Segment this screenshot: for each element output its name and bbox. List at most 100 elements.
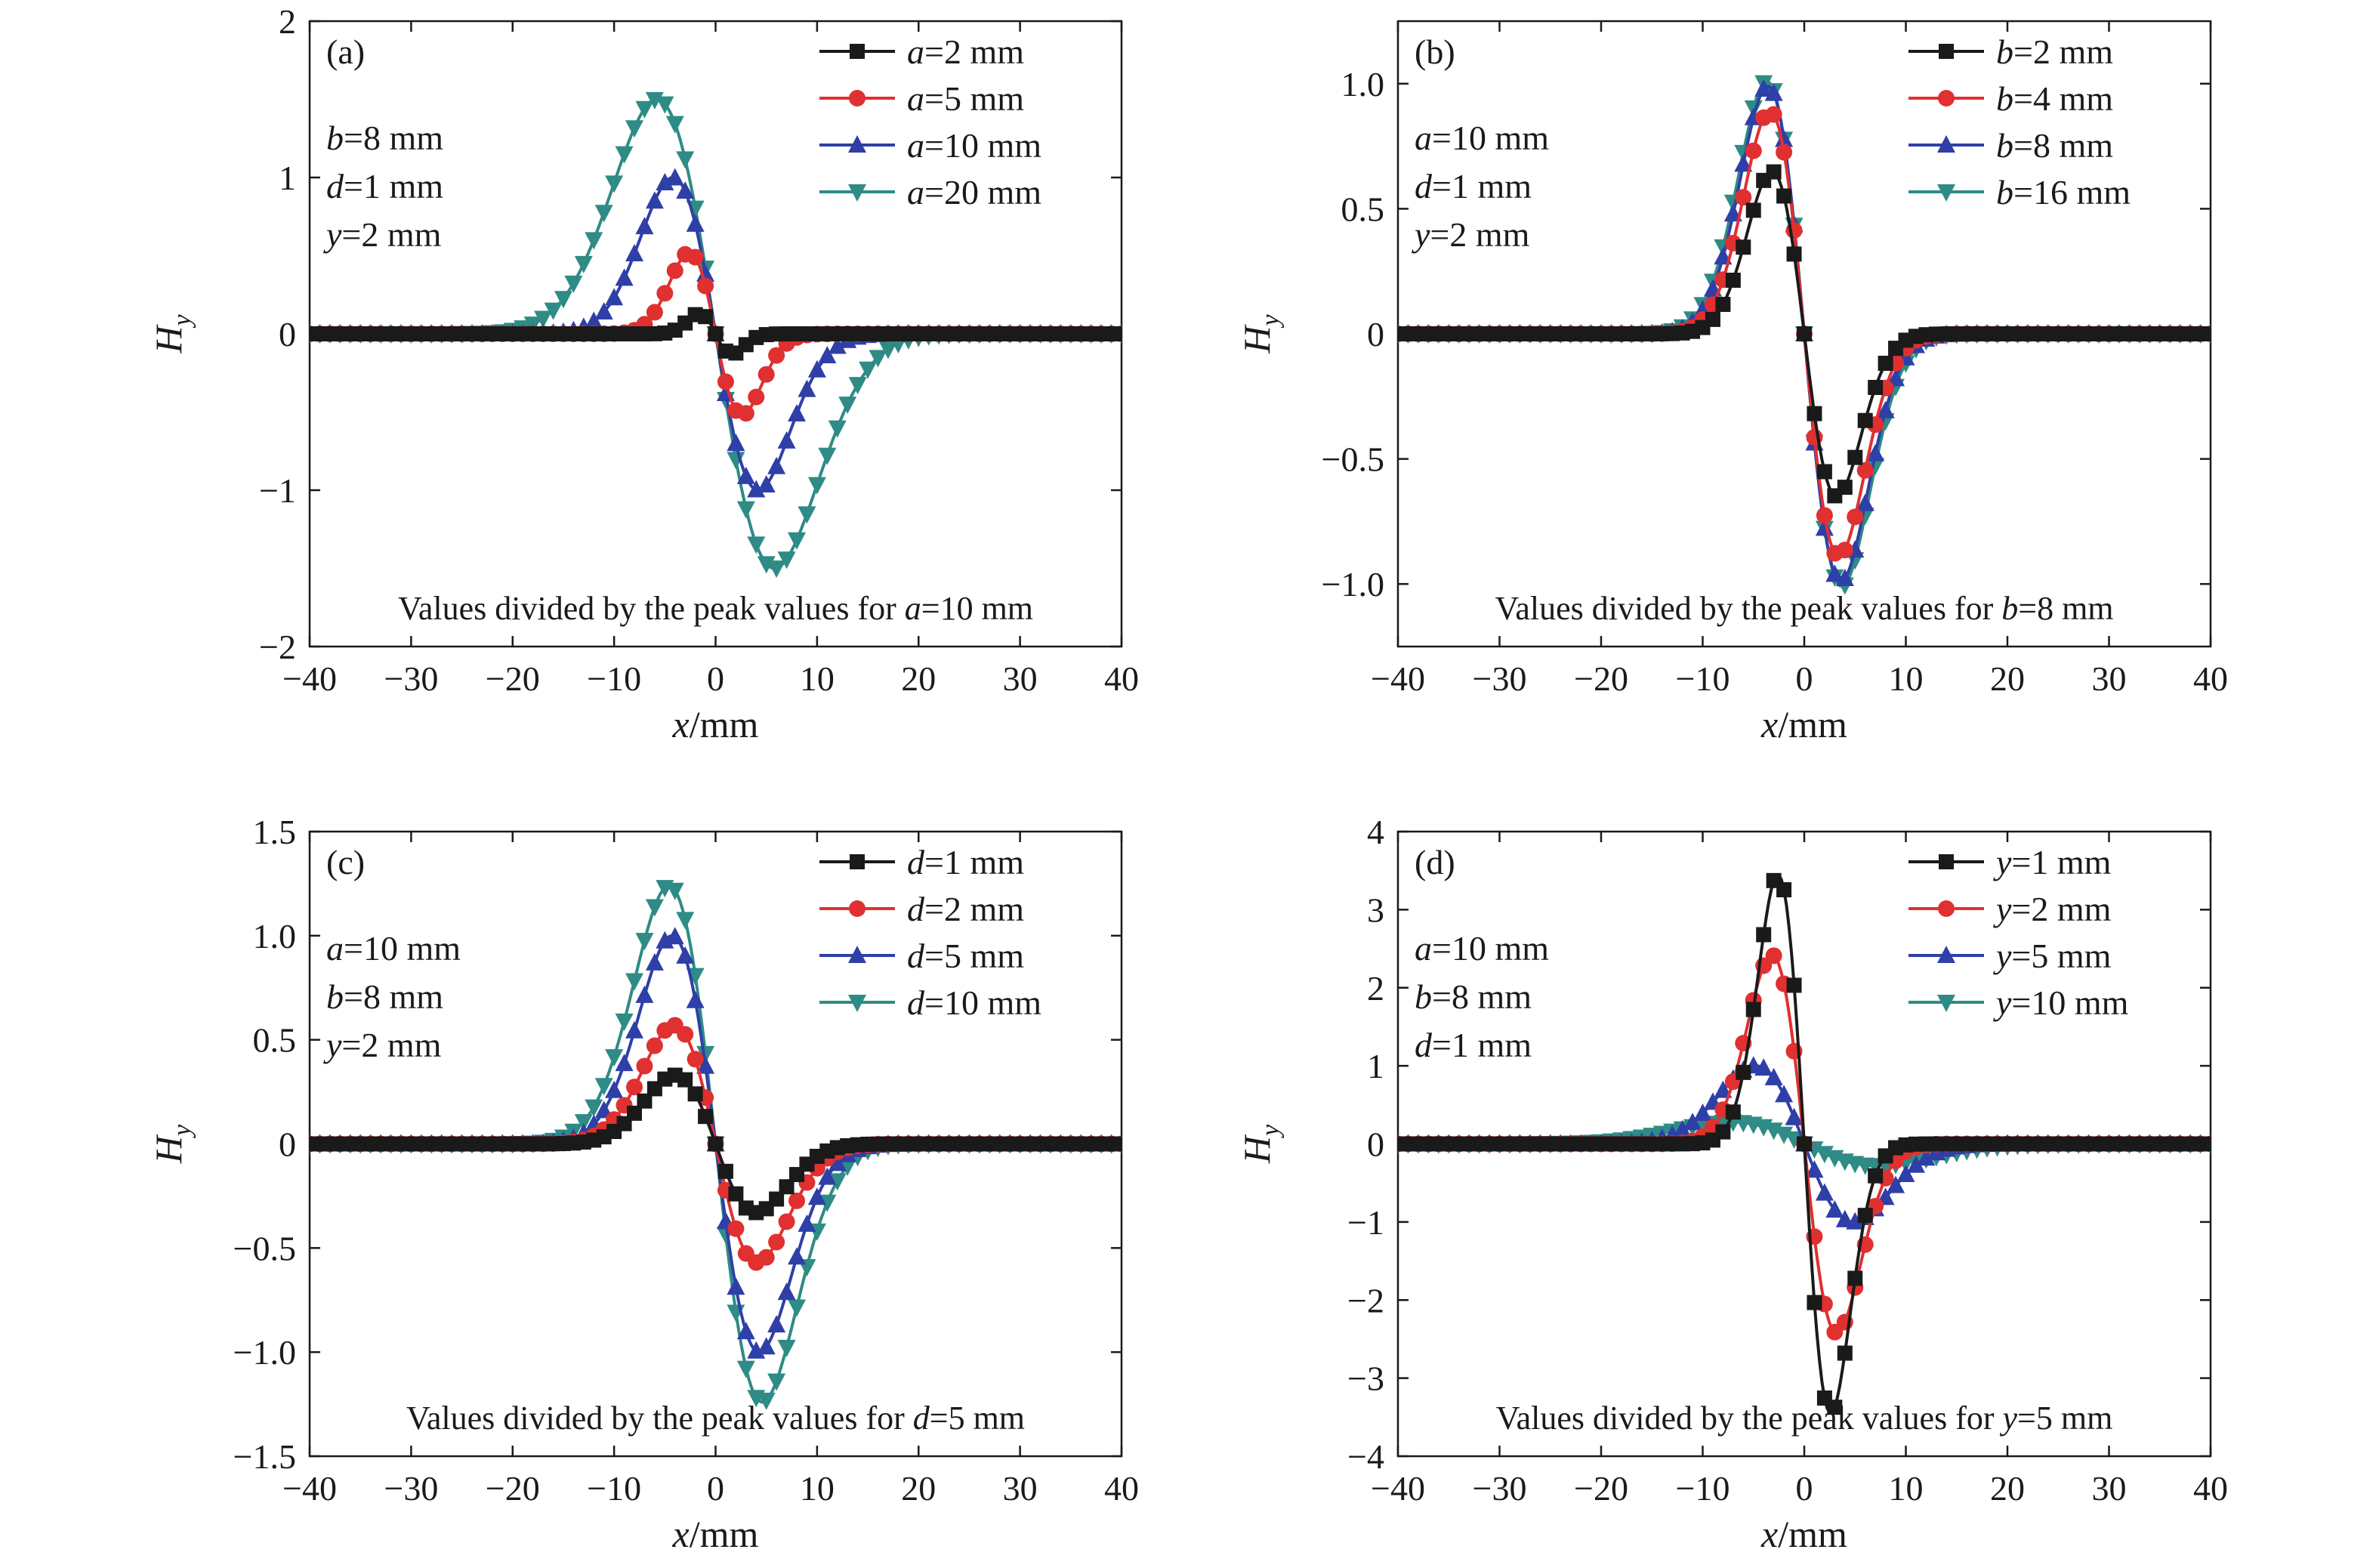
x-tick-label: −30 (1473, 1469, 1527, 1508)
param-label: y=2 mm (323, 215, 442, 254)
data-point (1785, 1107, 1804, 1125)
data-point (828, 1173, 847, 1191)
legend-marker (1937, 946, 1955, 963)
data-point (1878, 355, 1893, 371)
data-point (1887, 1175, 1905, 1193)
legend: d=1 mm d=2 mm d=5 mm d=10 mm (819, 843, 1041, 1022)
data-point (1866, 458, 1885, 476)
data-point (585, 311, 603, 329)
x-axis-title: x/mm (1760, 1513, 1847, 1555)
data-point (747, 480, 766, 498)
chart-panel-c: −40 −30 −20 −10 0 10 20 30 40 −1.5 −1.0 −0.5 0 0.5 1.0… (147, 813, 1139, 1555)
legend-label: b=8 mm (1996, 126, 2113, 165)
x-tick-label: 0 (707, 1469, 724, 1508)
data-point (696, 1056, 715, 1074)
data-point (1745, 202, 1761, 218)
data-point (1693, 1103, 1712, 1121)
panel-label: (a) (326, 32, 365, 71)
y-tick-label: −3 (1347, 1360, 1384, 1398)
plot-area (310, 880, 1122, 1410)
data-point (728, 1186, 744, 1202)
data-point (687, 1051, 704, 1068)
data-point (625, 973, 643, 991)
data-point (1756, 927, 1772, 943)
y-tick-label: −2 (259, 628, 296, 666)
data-point (769, 1191, 785, 1207)
data-point (605, 175, 624, 193)
data-point (656, 285, 674, 302)
y-tick-label: 0 (1367, 315, 1384, 353)
y-tick-label: −4 (1347, 1437, 1384, 1476)
data-point (767, 1373, 786, 1391)
legend-label: d=10 mm (907, 983, 1041, 1022)
series-d1mm (310, 1067, 1122, 1221)
data-point (778, 1213, 795, 1230)
param-label: d=1 mm (1415, 167, 1532, 205)
legend-marker (1937, 995, 1955, 1012)
legend-label: b=4 mm (1996, 79, 2113, 118)
x-tick-label: −30 (1473, 659, 1527, 698)
data-point (1764, 83, 1783, 101)
x-tick-label: 0 (1796, 659, 1813, 698)
data-point (1736, 239, 1751, 255)
x-tick-label: −10 (587, 1469, 641, 1508)
data-point (1776, 188, 1792, 204)
data-point (717, 373, 734, 390)
data-point (878, 341, 897, 360)
data-point (727, 1277, 745, 1295)
data-point (1906, 1155, 1925, 1173)
data-point (1837, 480, 1853, 495)
data-point (788, 1192, 805, 1209)
data-point (1786, 977, 1802, 993)
data-point (1715, 1124, 1731, 1140)
chart-panel-b: −40 −30 −20 −10 0 10 20 30 40 −1.0 −0.5 0 0.5 1.0 x/mm… (1236, 20, 2228, 745)
data-point (645, 191, 664, 209)
data-point (1837, 1345, 1853, 1361)
legend-marker (1938, 90, 1955, 106)
data-point (1776, 882, 1792, 898)
data-point (1776, 144, 1793, 161)
x-tick-label: 30 (1003, 1469, 1038, 1508)
data-point (1825, 1200, 1844, 1218)
data-point (1683, 1113, 1702, 1131)
legend-label: d=2 mm (907, 890, 1024, 928)
x-tick-label: −40 (1371, 659, 1425, 698)
data-point (625, 244, 643, 262)
x-tick-label: 20 (901, 1469, 936, 1508)
legend-marker (1937, 184, 1955, 202)
data-point (727, 1220, 745, 1237)
x-tick-label: 10 (1889, 659, 1924, 698)
data-point (1715, 297, 1731, 313)
data-point (1836, 542, 1853, 559)
x-tick-label: −40 (1371, 1469, 1425, 1508)
data-point (665, 116, 684, 134)
data-point (788, 532, 806, 550)
data-point (626, 1079, 643, 1096)
x-tick-label: 20 (1990, 659, 2025, 698)
param-label: a=10 mm (1415, 119, 1549, 157)
data-point (574, 255, 593, 273)
data-point (1868, 1168, 1884, 1184)
data-point (1797, 326, 1812, 341)
data-point (758, 366, 775, 383)
x-tick-label: −30 (384, 659, 438, 698)
data-point (1857, 1208, 1873, 1224)
data-point (848, 377, 867, 395)
data-point (635, 100, 654, 119)
data-point (645, 899, 664, 917)
y-tick-label: 1.5 (253, 813, 297, 851)
data-point (737, 405, 754, 422)
param-label: b=8 mm (326, 119, 443, 157)
legend-marker (848, 995, 866, 1012)
data-point (1765, 106, 1782, 123)
data-point (635, 985, 654, 1003)
legend-label: y=5 mm (1993, 937, 2112, 975)
data-point (534, 310, 553, 329)
x-tick-label: 30 (1003, 659, 1038, 698)
legend-label: d=5 mm (907, 937, 1024, 975)
data-point (1775, 1126, 1794, 1144)
data-point (1856, 461, 1874, 479)
data-point (777, 551, 796, 569)
legend: a=2 mm a=5 mm a=10 mm a=20 mm (819, 32, 1041, 211)
data-point (1847, 1270, 1863, 1286)
